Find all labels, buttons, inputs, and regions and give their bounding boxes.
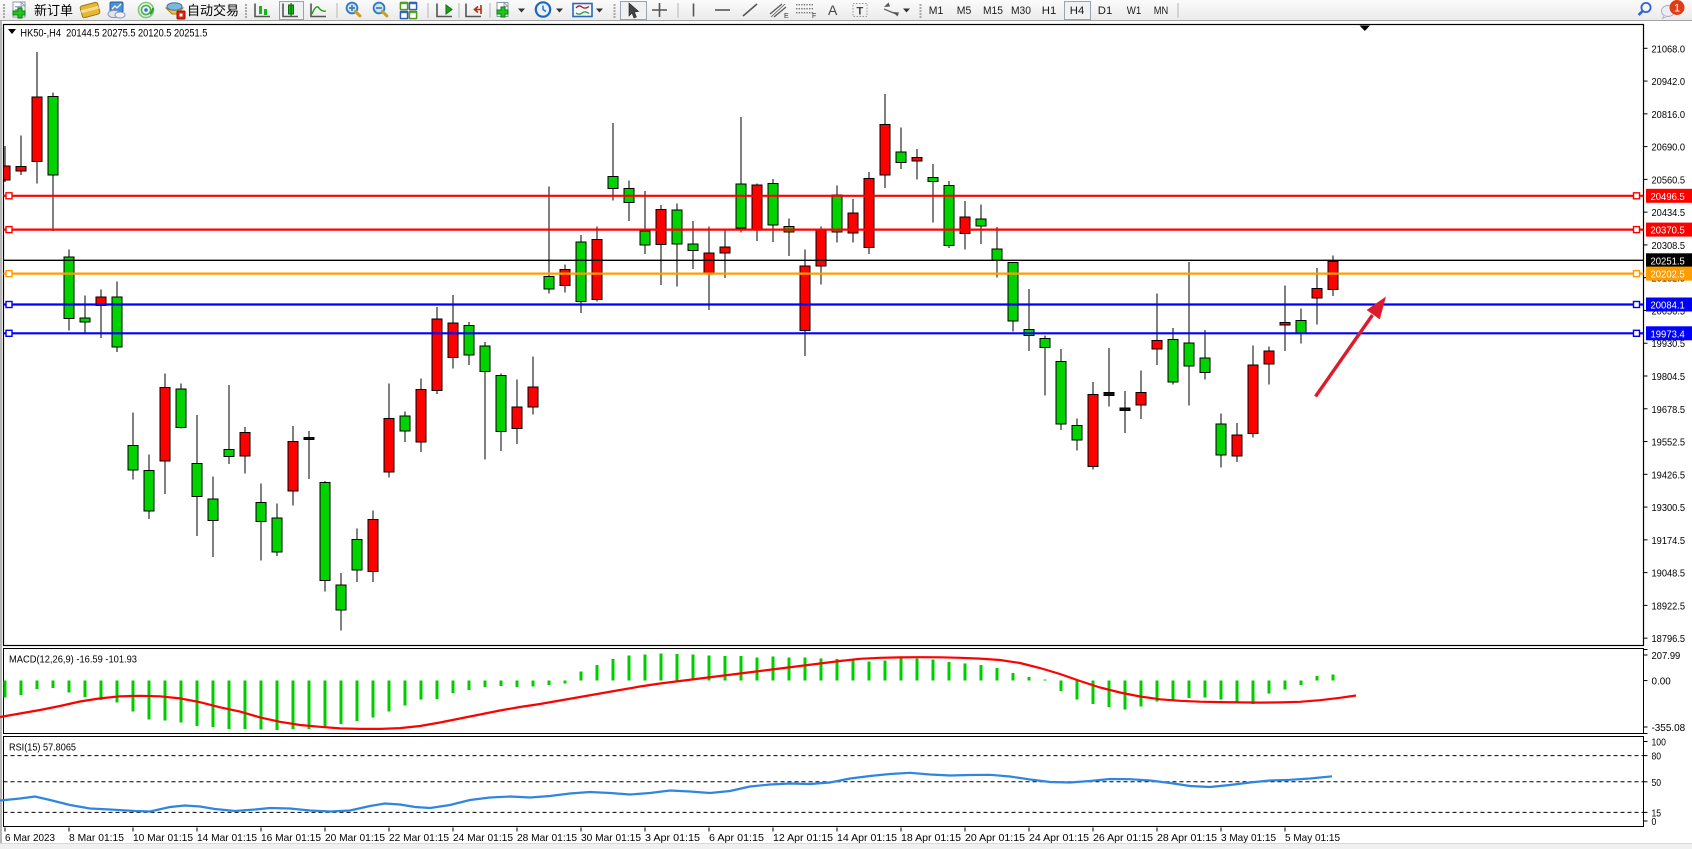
svg-text:M1: M1 xyxy=(929,5,944,17)
svg-text:F: F xyxy=(812,13,816,20)
svg-text:19300.5: 19300.5 xyxy=(1652,502,1686,514)
svg-text:19174.5: 19174.5 xyxy=(1652,535,1686,547)
svg-text:24 Mar 01:15: 24 Mar 01:15 xyxy=(453,833,513,844)
svg-text:28 Apr 01:15: 28 Apr 01:15 xyxy=(1157,833,1217,844)
svg-text:MN: MN xyxy=(1154,5,1169,17)
svg-text:H1: H1 xyxy=(1042,5,1057,17)
svg-text:20308.5: 20308.5 xyxy=(1652,240,1686,252)
svg-text:22 Mar 01:15: 22 Mar 01:15 xyxy=(389,833,449,844)
svg-text:50: 50 xyxy=(1652,777,1662,789)
svg-text:M30: M30 xyxy=(1011,5,1031,17)
svg-text:20816.0: 20816.0 xyxy=(1652,109,1686,121)
svg-text:3 Apr 01:15: 3 Apr 01:15 xyxy=(645,833,700,844)
svg-text:30 Mar 01:15: 30 Mar 01:15 xyxy=(581,833,641,844)
svg-text:19930.5: 19930.5 xyxy=(1652,338,1686,350)
svg-text:20202.5: 20202.5 xyxy=(1651,269,1685,281)
svg-text:20 Mar 01:15: 20 Mar 01:15 xyxy=(325,833,385,844)
svg-text:E: E xyxy=(784,13,789,20)
svg-text:18922.5: 18922.5 xyxy=(1652,600,1686,612)
svg-text:1: 1 xyxy=(1674,3,1680,15)
svg-text:19048.5: 19048.5 xyxy=(1652,568,1686,580)
svg-text:MACD(12,26,9) -16.59 -101.93: MACD(12,26,9) -16.59 -101.93 xyxy=(9,654,137,666)
svg-text:6 Apr 01:15: 6 Apr 01:15 xyxy=(709,833,764,844)
svg-text:207.99: 207.99 xyxy=(1652,650,1681,662)
svg-text:21068.0: 21068.0 xyxy=(1652,43,1686,55)
svg-text:自动交易: 自动交易 xyxy=(187,3,239,18)
svg-text:W1: W1 xyxy=(1127,5,1142,17)
svg-text:20560.5: 20560.5 xyxy=(1652,174,1686,186)
svg-text:RSI(15) 57.8065: RSI(15) 57.8065 xyxy=(9,742,76,754)
svg-text:T: T xyxy=(857,6,864,18)
svg-text:新订单: 新订单 xyxy=(34,3,73,18)
svg-text:16 Mar 01:15: 16 Mar 01:15 xyxy=(261,833,321,844)
svg-text:12 Apr 01:15: 12 Apr 01:15 xyxy=(773,833,833,844)
svg-text:20370.5: 20370.5 xyxy=(1651,225,1685,237)
svg-text:5 May 01:15: 5 May 01:15 xyxy=(1285,833,1340,844)
svg-text:18 Apr 01:15: 18 Apr 01:15 xyxy=(901,833,961,844)
svg-text:20942.0: 20942.0 xyxy=(1652,76,1686,88)
svg-text:A: A xyxy=(828,2,838,18)
svg-text:6 Mar 2023: 6 Mar 2023 xyxy=(5,833,55,844)
svg-text:8 Mar 01:15: 8 Mar 01:15 xyxy=(69,833,124,844)
svg-text:D1: D1 xyxy=(1098,5,1113,17)
svg-text:-355.08: -355.08 xyxy=(1652,722,1686,734)
svg-text:24 Apr 01:15: 24 Apr 01:15 xyxy=(1029,833,1089,844)
svg-text:26 Apr 01:15: 26 Apr 01:15 xyxy=(1093,833,1153,844)
svg-text:19678.5: 19678.5 xyxy=(1652,404,1686,416)
svg-text:28 Mar 01:15: 28 Mar 01:15 xyxy=(517,833,577,844)
svg-text:20 Apr 01:15: 20 Apr 01:15 xyxy=(965,833,1025,844)
svg-text:15: 15 xyxy=(1652,807,1662,819)
svg-text:20496.5: 20496.5 xyxy=(1651,191,1685,203)
svg-text:H4: H4 xyxy=(1070,5,1085,17)
svg-text:HK50-,H4 20144.5 20275.5 2012: HK50-,H4 20144.5 20275.5 20120.5 20251.5 xyxy=(20,28,207,40)
svg-text:19552.5: 19552.5 xyxy=(1652,437,1686,449)
svg-text:3 May 01:15: 3 May 01:15 xyxy=(1221,833,1276,844)
svg-text:19804.5: 19804.5 xyxy=(1652,371,1686,383)
svg-text:0.00: 0.00 xyxy=(1652,676,1671,688)
svg-text:14 Apr 01:15: 14 Apr 01:15 xyxy=(837,833,897,844)
svg-text:0: 0 xyxy=(1652,816,1657,828)
svg-text:20084.1: 20084.1 xyxy=(1651,300,1685,312)
svg-text:10 Mar 01:15: 10 Mar 01:15 xyxy=(133,833,193,844)
svg-text:20434.5: 20434.5 xyxy=(1652,207,1686,219)
svg-text:M15: M15 xyxy=(983,5,1003,17)
svg-text:80: 80 xyxy=(1652,751,1662,763)
svg-text:19973.4: 19973.4 xyxy=(1651,328,1685,340)
svg-text:19426.5: 19426.5 xyxy=(1652,469,1686,481)
svg-text:M5: M5 xyxy=(957,5,972,17)
svg-text:20690.0: 20690.0 xyxy=(1652,142,1686,154)
svg-text:100: 100 xyxy=(1652,737,1667,749)
svg-text:18796.5: 18796.5 xyxy=(1652,633,1686,645)
svg-text:20251.5: 20251.5 xyxy=(1651,255,1685,267)
svg-text:14 Mar 01:15: 14 Mar 01:15 xyxy=(197,833,257,844)
